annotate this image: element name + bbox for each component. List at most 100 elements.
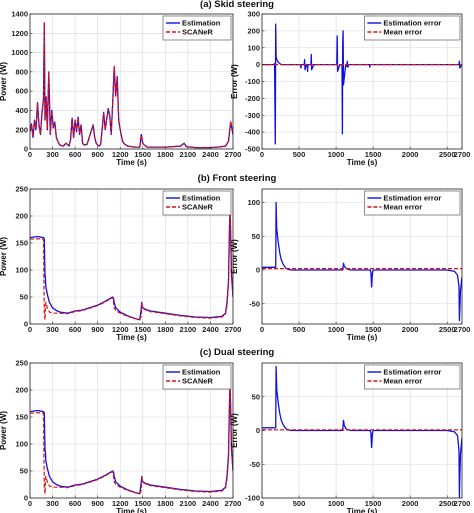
series-line-estimation-error xyxy=(262,201,462,322)
series-line-estimation xyxy=(30,204,233,321)
x-tick-label: 2100 xyxy=(180,150,197,159)
legend-label: Estimation xyxy=(182,194,221,203)
y-tick-label: 150 xyxy=(15,413,28,422)
x-axis-label: Time (s) xyxy=(347,158,378,167)
y-tick-label: -50 xyxy=(249,460,260,469)
y-tick-label: 800 xyxy=(15,67,28,76)
x-tick-label: 0 xyxy=(28,150,32,159)
x-axis-label: Time (s) xyxy=(116,158,147,167)
y-tick-label: 1200 xyxy=(11,29,28,38)
legend-label: Mean error xyxy=(383,377,422,386)
x-tick-label: 2000 xyxy=(402,499,419,508)
x-tick-label: 1500 xyxy=(365,325,382,334)
legend-label: Estimation error xyxy=(383,19,441,28)
x-tick-label: 1800 xyxy=(157,325,174,334)
x-tick-label: 300 xyxy=(46,150,59,159)
x-tick-label: 2000 xyxy=(402,150,419,159)
x-tick-label: 2000 xyxy=(402,325,419,334)
y-axis-label: Power (W) xyxy=(0,62,8,101)
x-tick-label: 0 xyxy=(260,325,264,334)
y-tick-label: -500 xyxy=(245,145,260,154)
y-tick-label: 150 xyxy=(15,239,28,248)
y-tick-label: 250 xyxy=(15,359,28,368)
legend-label: SCANeR xyxy=(182,203,213,212)
legend-box xyxy=(162,15,232,41)
x-tick-label: 2700 xyxy=(454,325,471,334)
series-group xyxy=(30,199,233,321)
axes-frame xyxy=(29,362,234,499)
y-tick-label: -200 xyxy=(245,94,260,103)
x-tick-label: 1200 xyxy=(112,499,129,508)
x-axis-label: Time (s) xyxy=(347,333,378,342)
x-axis-label: Time (s) xyxy=(116,507,147,513)
y-tick-label: 50 xyxy=(252,232,260,241)
y-tick-label: 1000 xyxy=(11,48,28,57)
series-line-estimation-error xyxy=(262,365,462,498)
x-tick-label: 2700 xyxy=(225,325,242,334)
y-axis-label: Error (W) xyxy=(230,413,239,448)
legend-label: SCANeR xyxy=(182,377,213,386)
y-tick-label: -300 xyxy=(245,111,260,120)
x-tick-label: 1200 xyxy=(112,325,129,334)
series-group xyxy=(262,23,462,145)
y-tick-label: 200 xyxy=(15,386,28,395)
y-tick-label: 400 xyxy=(15,106,28,115)
panel-title: (c) Dual steering xyxy=(200,347,275,358)
x-tick-label: 1000 xyxy=(328,150,345,159)
x-tick-label: 2400 xyxy=(202,325,219,334)
x-tick-label: 1500 xyxy=(134,325,151,334)
y-tick-label: 0 xyxy=(256,60,260,69)
legend-box xyxy=(364,190,461,216)
legend-box xyxy=(364,15,461,41)
x-tick-label: 600 xyxy=(69,325,82,334)
y-tick-label: 0 xyxy=(24,145,28,154)
y-tick-label: -50 xyxy=(249,299,260,308)
y-tick-label: 0 xyxy=(24,320,28,329)
y-tick-label: 600 xyxy=(15,87,28,96)
y-tick-label: 0 xyxy=(256,426,260,435)
series-group xyxy=(30,375,233,495)
y-tick-label: 300 xyxy=(247,10,260,19)
x-tick-label: 2400 xyxy=(202,150,219,159)
x-tick-label: 500 xyxy=(293,499,306,508)
y-tick-label: 200 xyxy=(15,212,28,221)
y-tick-label: 100 xyxy=(247,198,260,207)
x-tick-label: 500 xyxy=(293,150,306,159)
x-tick-label: 2700 xyxy=(454,150,471,159)
series-line-scaner xyxy=(30,375,233,495)
y-tick-label: 1400 xyxy=(11,10,28,19)
y-tick-label: 100 xyxy=(15,440,28,449)
legend-box xyxy=(364,364,461,390)
x-tick-label: 1500 xyxy=(365,150,382,159)
x-tick-label: 600 xyxy=(69,150,82,159)
x-tick-label: 0 xyxy=(260,499,264,508)
y-tick-label: 200 xyxy=(15,125,28,134)
x-tick-label: 300 xyxy=(46,499,59,508)
y-tick-label: 0 xyxy=(256,266,260,275)
y-tick-label: 100 xyxy=(247,43,260,52)
y-tick-label: -100 xyxy=(245,494,260,503)
axes-frame xyxy=(29,188,234,325)
legend-label: Mean error xyxy=(383,28,422,37)
y-tick-label: 0 xyxy=(24,494,28,503)
legend-box xyxy=(162,364,232,390)
legend-label: Estimation error xyxy=(383,194,441,203)
x-tick-label: 500 xyxy=(293,325,306,334)
x-tick-label: 1200 xyxy=(112,150,129,159)
y-tick-label: -400 xyxy=(245,128,260,137)
x-tick-label: 2100 xyxy=(180,499,197,508)
x-axis-label: Time (s) xyxy=(116,333,147,342)
x-axis-label: Time (s) xyxy=(347,507,378,513)
x-tick-label: 1500 xyxy=(365,499,382,508)
x-tick-label: 2500 xyxy=(439,325,456,334)
x-tick-label: 2500 xyxy=(439,150,456,159)
y-tick-label: -100 xyxy=(245,77,260,86)
